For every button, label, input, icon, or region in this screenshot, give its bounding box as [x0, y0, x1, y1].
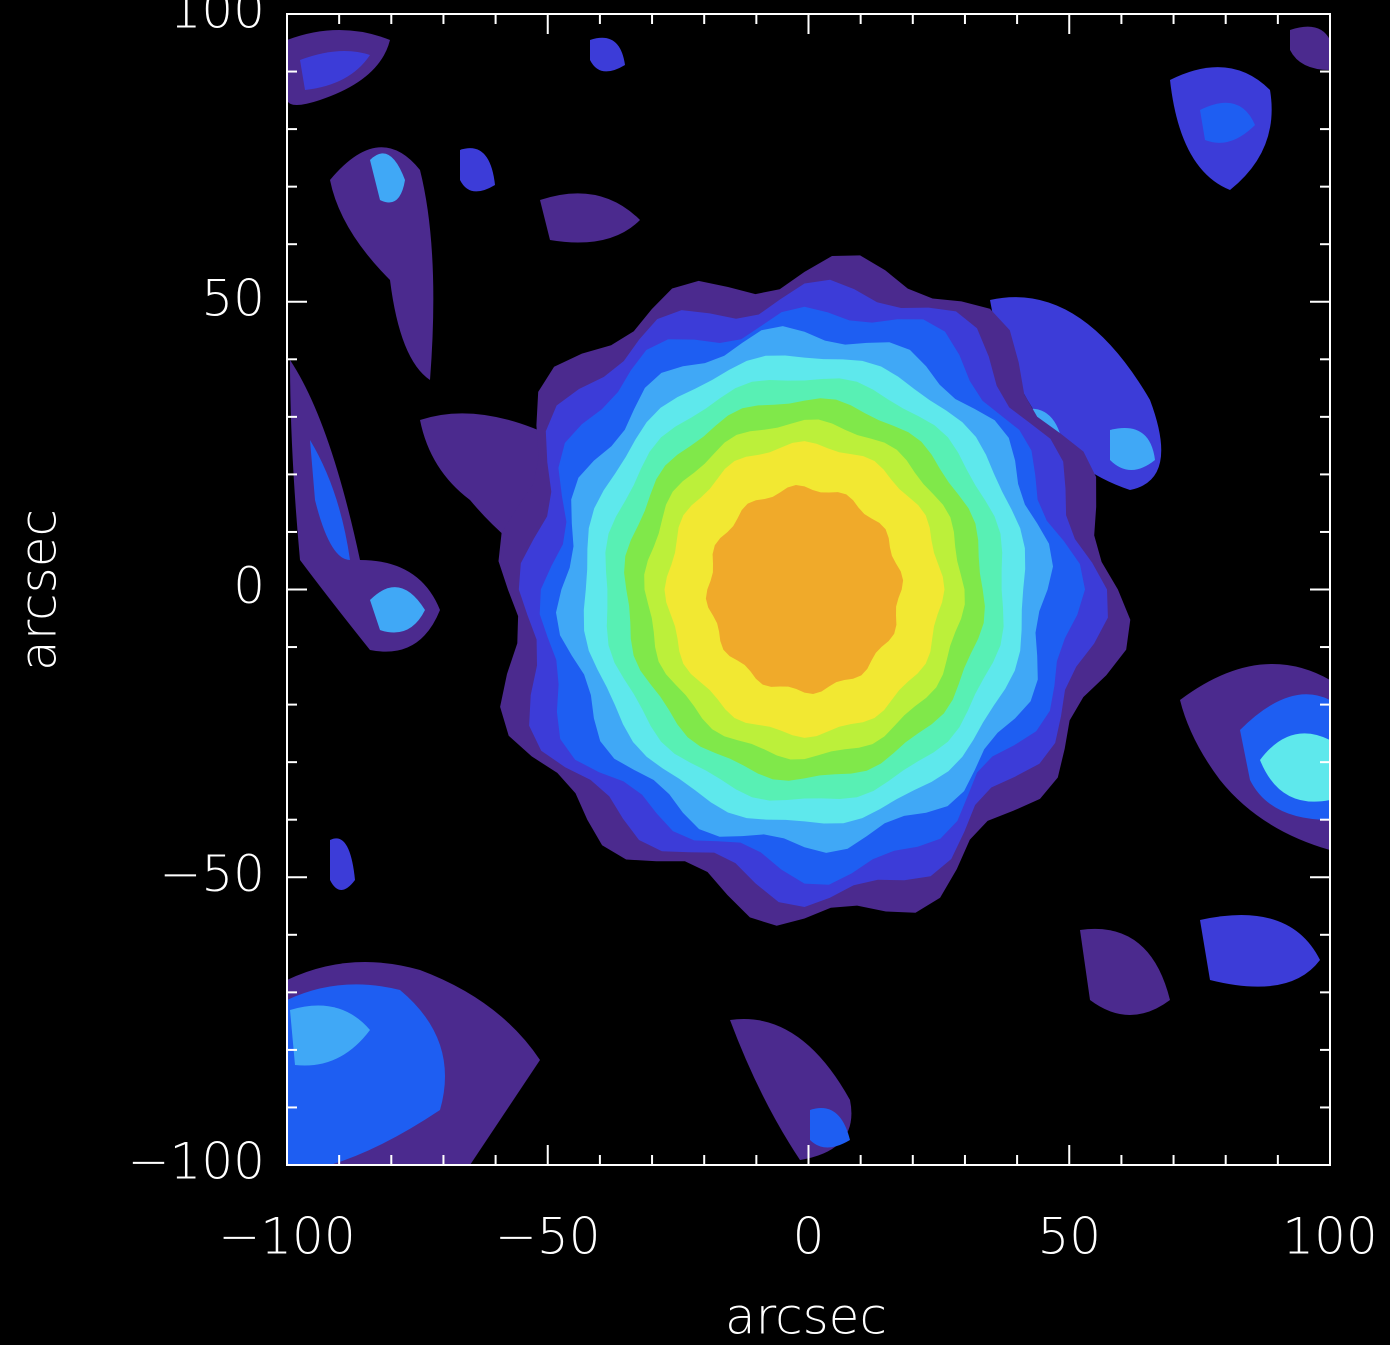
x-tick-label: 50: [1037, 1208, 1101, 1266]
x-axis-label: arcsec: [725, 1288, 887, 1345]
contour-field: [287, 26, 1330, 1165]
y-tick-label: 0: [233, 557, 265, 615]
y-tick-label: −50: [159, 845, 265, 903]
y-axis-label: arcsec: [10, 509, 68, 671]
x-tick-label: −50: [495, 1208, 601, 1266]
y-tick-label: −100: [128, 1133, 265, 1191]
x-tick-label: −100: [218, 1208, 355, 1266]
x-tick-label: 0: [793, 1208, 825, 1266]
x-tick-label: 100: [1282, 1208, 1377, 1266]
y-tick-label: 50: [201, 269, 265, 327]
contour-level: [705, 485, 904, 694]
y-tick-label: 100: [170, 0, 265, 40]
noise-patches: [287, 26, 1330, 1165]
